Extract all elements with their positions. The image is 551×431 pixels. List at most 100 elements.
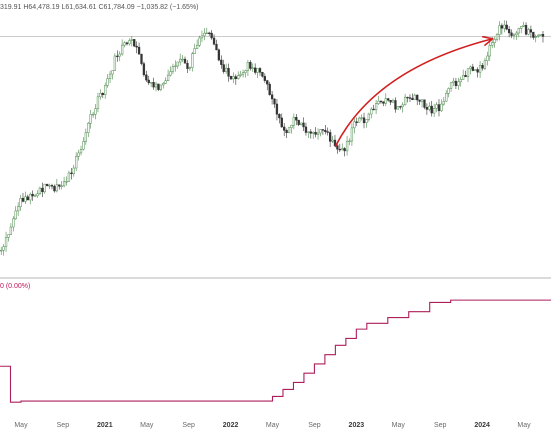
candle-up (94, 108, 97, 115)
candle-up (200, 35, 204, 39)
candle-up (370, 108, 373, 115)
candle-down (137, 46, 141, 55)
candle-down (186, 62, 189, 69)
price-pane[interactable] (0, 20, 551, 256)
candle-up (154, 83, 158, 88)
candle-down (283, 126, 286, 131)
indicator-pane[interactable] (0, 299, 551, 403)
candle-up (113, 55, 117, 71)
candle-up (360, 117, 363, 119)
candle-up (169, 71, 172, 76)
candle-up (435, 104, 438, 109)
candle-up (65, 181, 68, 183)
candle-up (9, 226, 13, 235)
candle-down (135, 45, 138, 48)
candle-up (198, 37, 201, 46)
candle-up (244, 70, 247, 73)
candle-down (58, 184, 61, 187)
x-tick-label: May (14, 422, 28, 429)
candle-up (191, 53, 194, 68)
candle-up (459, 79, 462, 83)
candle-down (471, 66, 474, 71)
candle-up (43, 183, 46, 193)
candle-down (261, 72, 264, 77)
candle-up (77, 152, 80, 157)
candle-up (515, 32, 518, 36)
candle-up (246, 61, 250, 71)
candle-up (193, 48, 196, 54)
candle-up (19, 197, 22, 207)
candle-down (285, 130, 288, 134)
candle-up (62, 181, 66, 187)
candle-down (416, 94, 419, 101)
candle-down (275, 103, 279, 115)
candle-up (517, 28, 520, 34)
candle-up (520, 26, 523, 29)
candle-up (287, 127, 291, 134)
candle-down (297, 119, 300, 125)
x-tick-label: 2024 (474, 422, 490, 429)
candle-up (486, 55, 489, 61)
candle-up (174, 65, 177, 67)
candle-up (106, 78, 109, 86)
candle-up (442, 100, 445, 105)
candle-down (321, 129, 325, 131)
candle-down (336, 145, 339, 150)
candle-up (38, 187, 42, 194)
candle-down (532, 31, 535, 38)
candle-down (227, 68, 230, 77)
candle-down (399, 106, 402, 108)
candle-up (466, 68, 470, 78)
candle-up (353, 121, 356, 129)
x-tick-label: May (266, 422, 280, 429)
candle-up (120, 44, 124, 55)
annotation-arrow-stroke[interactable] (334, 37, 494, 148)
candle-down (142, 63, 146, 76)
x-tick-label: May (140, 422, 154, 429)
candle-up (79, 149, 83, 154)
candle-up (440, 103, 443, 112)
candle-up (358, 117, 361, 123)
candle-up (82, 141, 85, 150)
candle-down (254, 67, 257, 73)
candle-up (316, 132, 320, 135)
candle-down (183, 58, 187, 64)
candle-up (203, 32, 206, 37)
candle-up (0, 249, 3, 252)
candle-up (72, 167, 75, 174)
candle-up (87, 122, 90, 134)
candle-down (295, 116, 298, 121)
candle-down (266, 80, 269, 85)
candle-up (367, 113, 370, 120)
candle-up (483, 60, 487, 69)
candle-up (345, 140, 349, 152)
candle-up (432, 108, 436, 114)
candle-down (249, 61, 252, 69)
candle-up (150, 82, 153, 84)
x-tick-label: 2022 (223, 422, 239, 429)
candle-up (377, 100, 380, 104)
candle-up (14, 210, 17, 220)
candle-down (476, 69, 479, 73)
candle-down (215, 43, 218, 51)
candle-down (46, 183, 49, 187)
candle-down (338, 148, 341, 151)
candle-up (181, 58, 184, 61)
x-tick-label: Sep (434, 422, 447, 429)
candle-up (536, 35, 540, 37)
candle-up (171, 66, 175, 72)
annotation-arrow-head[interactable] (481, 35, 494, 46)
indicator-step-line (0, 299, 551, 403)
candle-up (188, 67, 192, 69)
candle-up (341, 148, 344, 151)
candle-up (503, 24, 506, 29)
candle-up (428, 105, 431, 110)
candle-down (53, 186, 56, 192)
candle-up (128, 40, 131, 45)
candle-up (111, 70, 114, 75)
x-tick-label: May (517, 422, 531, 429)
x-tick-label: Sep (57, 422, 70, 429)
candle-down (507, 28, 511, 34)
candle-up (299, 122, 303, 125)
